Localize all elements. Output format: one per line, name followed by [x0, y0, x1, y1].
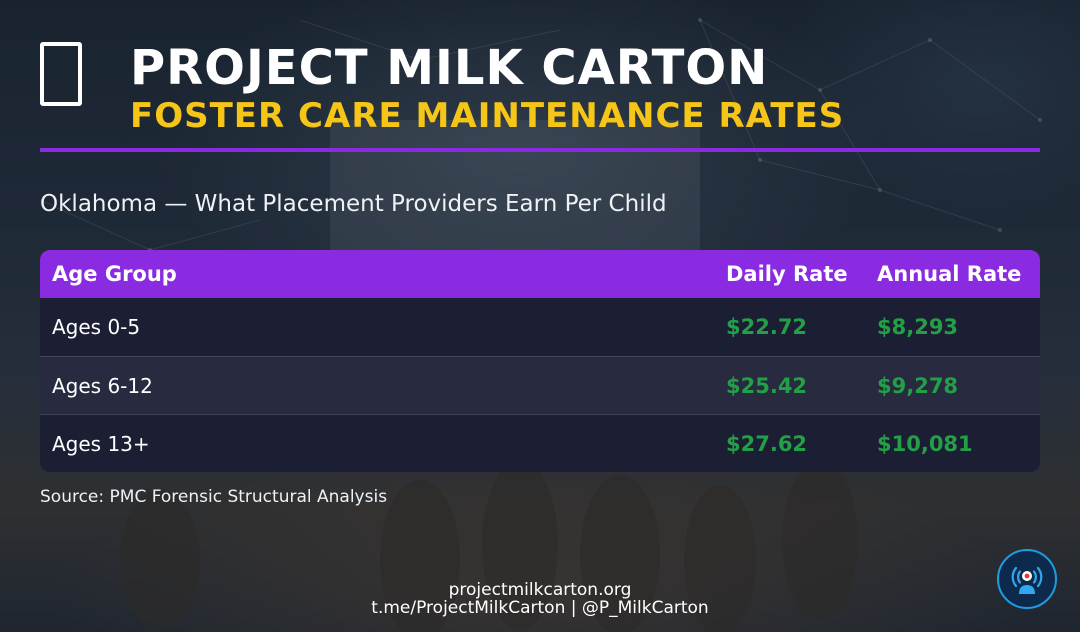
footer-social-handles: t.me/ProjectMilkCarton | @P_MilkCarton — [371, 598, 709, 618]
page-subtitle: FOSTER CARE MAINTENANCE RATES — [130, 96, 845, 136]
annual-rate-cell: $8,293 — [877, 315, 959, 339]
source-note: Source: PMC Forensic Structural Analysis — [40, 487, 388, 507]
daily-rate-cell: $25.42 — [726, 373, 808, 398]
annual-rate-cell: $10,081 — [877, 431, 973, 456]
age-group-cell: Ages 6-12 — [52, 373, 153, 398]
header-divider — [40, 148, 1040, 152]
header-annual-rate: Annual Rate — [877, 262, 1022, 286]
table-header-row: Age Group Daily Rate Annual Rate — [40, 250, 1040, 298]
table-row: Ages 6-12 $25.42 $9,278 — [40, 356, 1040, 414]
daily-rate-cell: $22.72 — [726, 315, 808, 339]
header-daily-rate: Daily Rate — [726, 262, 848, 286]
header-age-group: Age Group — [52, 262, 177, 286]
table-row: Ages 0-5 $22.72 $8,293 — [40, 298, 1040, 356]
milk-carton-icon — [40, 42, 82, 106]
age-group-cell: Ages 13+ — [52, 431, 150, 456]
daily-rate-cell: $27.62 — [726, 431, 808, 456]
page-title: PROJECT MILK CARTON — [130, 40, 769, 96]
annual-rate-cell: $9,278 — [877, 373, 959, 398]
location-caption: Oklahoma — What Placement Providers Earn… — [40, 191, 667, 217]
rates-table: Age Group Daily Rate Annual Rate Ages 0-… — [40, 250, 1040, 472]
table-row: Ages 13+ $27.62 $10,081 — [40, 414, 1040, 472]
footer-website: projectmilkcarton.org — [448, 580, 632, 600]
broadcast-person-icon — [997, 549, 1057, 609]
age-group-cell: Ages 0-5 — [52, 315, 141, 339]
broadcast-glyph-icon — [1011, 566, 1043, 594]
